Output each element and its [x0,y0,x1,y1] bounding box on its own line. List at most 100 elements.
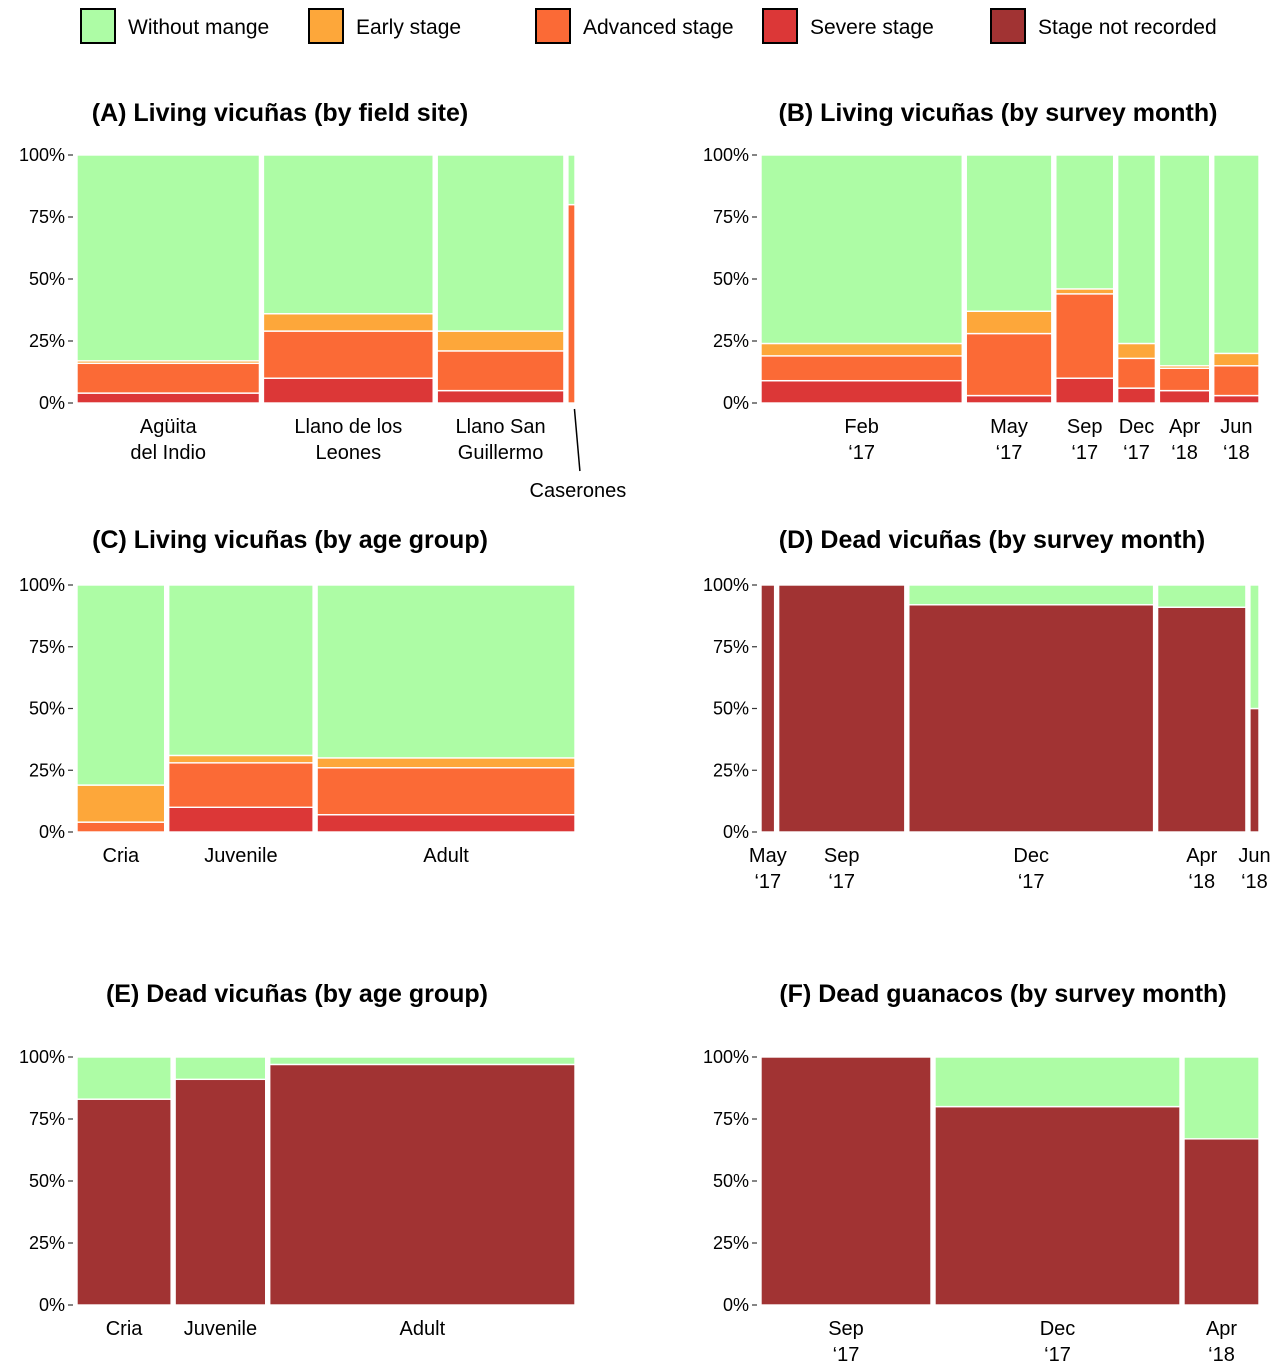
legend-swatch [308,8,344,44]
bar-segment-severe [316,814,576,833]
category-label: Dec [1119,416,1155,438]
category-label: ‘18 [1208,1344,1235,1361]
bar-segment-none [316,584,576,759]
bar-segment-advanced [76,821,166,833]
callout-line [573,408,581,472]
bar-segment-none [1116,154,1157,345]
bar-segment-none [1213,154,1260,355]
category-label: Sep [1067,416,1103,438]
bar-segment-none [567,154,576,206]
category-label: ‘18 [1188,871,1215,893]
bar-segment-early [262,313,434,332]
y-tick-label: 25% [713,1233,749,1253]
y-tick-label: 100% [19,145,65,165]
legend-label: Without mange [128,16,270,39]
y-tick-label: 25% [713,760,749,780]
bar-segment-not_recorded [1183,1138,1260,1306]
category-label: ‘17 [754,871,781,893]
legend-swatch [762,8,798,44]
y-tick-label: 25% [29,331,65,351]
bar-segment-none [76,1056,172,1100]
bar-segment-none [934,1056,1181,1108]
y-tick-label: 50% [29,1171,65,1191]
bar-segment-advanced [567,203,576,404]
y-tick-label: 75% [713,637,749,657]
category-label: Sep [828,1318,864,1340]
category-label: ‘18 [1241,871,1268,893]
bar-segment-severe [436,389,565,404]
y-tick-label: 0% [723,1295,749,1315]
bar-segment-none [908,584,1155,606]
y-tick-label: 75% [29,1109,65,1129]
bar-segment-not_recorded [269,1063,576,1306]
bar-segment-none [1158,154,1211,367]
bar-segment-none [436,154,565,332]
bar-segment-advanced [965,332,1053,397]
bar-segment-advanced [76,362,261,394]
legend: Without mange Early stage Advanced stage Se… [0,0,1284,60]
y-tick-label: 75% [713,1109,749,1129]
y-tick-label: 100% [19,1047,65,1067]
bar-segment-early [167,754,314,764]
bar-segment-advanced [1213,365,1260,397]
category-label: May [990,416,1028,438]
chart-panel-2: (B) Living vicuñas (by survey month) 0% 25… [703,99,1260,464]
y-tick-label: 50% [713,1171,749,1191]
panel-title: (E) Dead vicuñas (by age group) [106,980,488,1008]
bar-segment-not_recorded [934,1105,1181,1306]
bar-segment-early [436,330,565,352]
category-label: Llano San [456,416,546,438]
category-label: Llano de los [294,416,402,438]
category-label: ‘17 [996,442,1023,464]
bar-segment-severe [1055,377,1115,404]
y-tick-label: 100% [19,575,65,595]
y-tick-label: 0% [723,393,749,413]
y-tick-label: 100% [703,145,749,165]
y-tick-label: 75% [29,207,65,227]
legend-swatch [535,8,571,44]
bar-segment-severe [760,379,963,404]
category-label: Jun [1238,845,1270,867]
bar-segment-none [1183,1056,1260,1140]
category-label: Agüita [140,416,198,438]
panel-title: (D) Dead vicuñas (by survey month) [779,526,1205,554]
panel-title: (C) Living vicuñas (by age group) [92,526,488,554]
chart-panel-6: (F) Dead guanacos (by survey month) 0% 25%… [703,980,1260,1361]
category-label: Leones [316,442,382,464]
legend-label: Stage not recorded [1038,16,1217,39]
category-label: ‘17 [1044,1344,1071,1361]
bar-segment-early [76,784,166,823]
y-tick-label: 25% [29,1233,65,1253]
category-label: ‘17 [833,1344,860,1361]
category-label: Apr [1169,416,1200,438]
bar-segment-none [1249,584,1260,710]
bar-segment-severe [1116,387,1157,404]
bar-segment-early [965,310,1053,335]
bar-segment-none [76,154,261,362]
category-label: ‘17 [828,871,855,893]
y-tick-label: 75% [29,637,65,657]
y-tick-label: 50% [713,699,749,719]
y-tick-label: 50% [29,699,65,719]
category-label: Dec [1040,1318,1076,1340]
bar-segment-none [262,154,434,315]
bar-segment-advanced [316,767,576,816]
y-tick-label: 0% [39,393,65,413]
category-label: ‘18 [1223,442,1250,464]
y-tick-label: 0% [39,822,65,842]
bar-segment-early [1055,288,1115,295]
chart-panel-3: (C) Living vicuñas (by age group) 0% 25% 50… [19,526,576,867]
category-label: Cria [103,845,141,867]
bar-segment-severe [1158,389,1211,404]
bar-segment-advanced [1116,357,1157,389]
bar-segment-advanced [1055,293,1115,379]
bar-segment-not_recorded [174,1078,267,1306]
category-label: ‘17 [848,442,875,464]
y-tick-label: 0% [723,822,749,842]
category-label: May [749,845,787,867]
bar-segment-early [316,757,576,769]
category-label: Juvenile [204,845,277,867]
bar-segment-severe [965,394,1053,404]
y-tick-label: 50% [29,269,65,289]
